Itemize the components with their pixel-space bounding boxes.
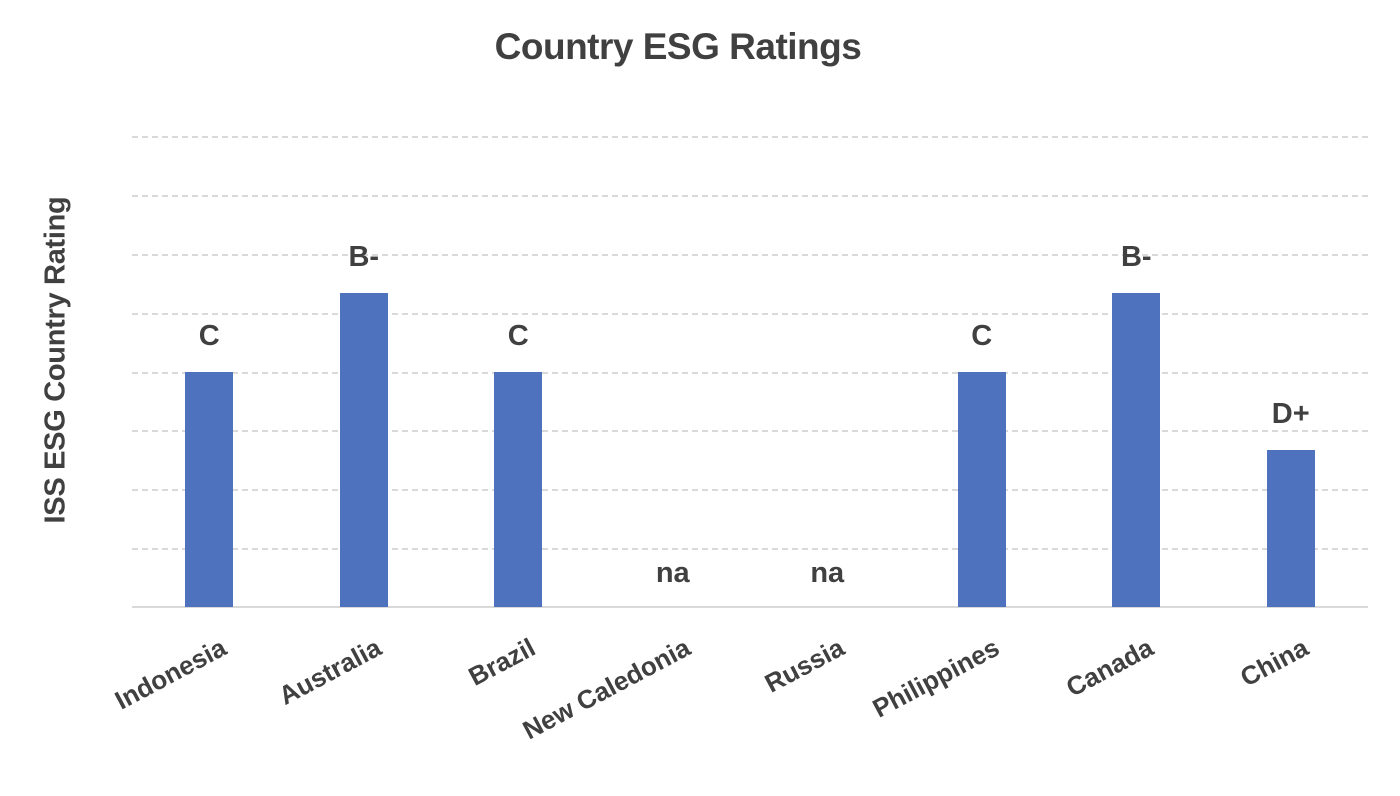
- x-tick-label: Brazil: [463, 632, 541, 692]
- bar-australia[interactable]: [339, 293, 388, 607]
- data-label: D+: [1271, 397, 1310, 430]
- x-axis-line: [132, 606, 1368, 608]
- gridline: [132, 136, 1368, 138]
- data-label: B-: [1120, 241, 1152, 274]
- data-label: na: [655, 557, 690, 589]
- data-label: B-: [348, 241, 380, 274]
- bar-china[interactable]: [1266, 449, 1315, 607]
- gridline: [132, 548, 1368, 551]
- bar-indonesia[interactable]: [185, 371, 234, 607]
- data-label: C: [971, 319, 993, 352]
- gridline: [132, 312, 1368, 315]
- y-axis-label: ISS ESG Country Rating: [39, 196, 72, 524]
- bar-philippines[interactable]: [957, 371, 1006, 607]
- gridline: [132, 489, 1368, 492]
- x-tick-label: China: [1234, 632, 1313, 693]
- gridline: [132, 430, 1368, 433]
- gridline: [132, 194, 1368, 197]
- bar-canada[interactable]: [1112, 293, 1161, 607]
- gridline: [132, 371, 1368, 374]
- x-tick-label: Australia: [273, 632, 386, 711]
- x-tick-label: New Caledonia: [517, 632, 695, 746]
- chart-title: Country ESG Ratings: [494, 26, 862, 67]
- data-label: C: [198, 319, 220, 352]
- bar-brazil[interactable]: [494, 371, 543, 607]
- x-tick-label: Russia: [759, 632, 850, 699]
- x-tick-label: Philippines: [867, 632, 1004, 724]
- x-tick-label: Indonesia: [110, 632, 232, 716]
- data-label: C: [507, 319, 529, 352]
- x-tick-label: Canada: [1061, 632, 1159, 703]
- data-label: na: [810, 557, 845, 589]
- gridline: [132, 253, 1368, 256]
